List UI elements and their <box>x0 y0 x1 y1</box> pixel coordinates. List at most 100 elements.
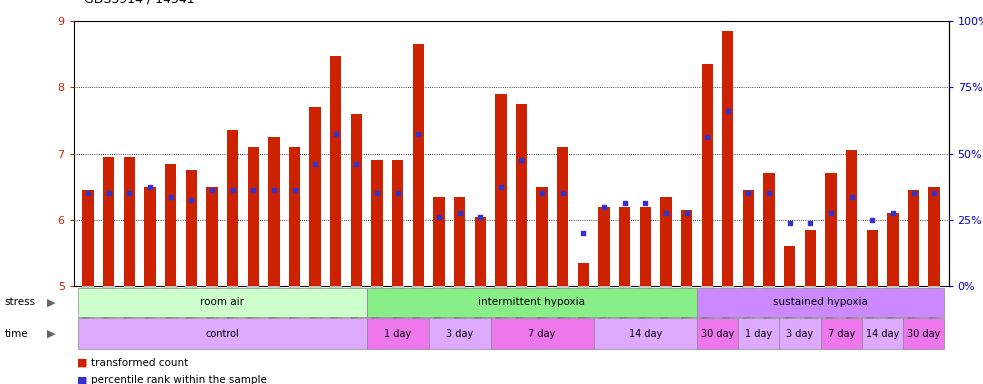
Text: control: control <box>205 329 239 339</box>
Point <box>823 210 838 216</box>
Bar <box>557 147 568 286</box>
Point <box>493 184 509 190</box>
Point <box>225 187 241 193</box>
Point <box>761 190 777 197</box>
Point <box>885 210 900 216</box>
Point <box>246 187 261 193</box>
Bar <box>124 157 135 286</box>
Point <box>926 190 942 197</box>
Bar <box>661 197 671 286</box>
Text: 14 day: 14 day <box>866 329 899 339</box>
Bar <box>908 190 919 286</box>
Bar <box>681 210 692 286</box>
Point <box>204 187 220 193</box>
Text: percentile rank within the sample: percentile rank within the sample <box>91 375 267 384</box>
Text: ▶: ▶ <box>47 297 56 308</box>
Point <box>411 131 427 137</box>
Bar <box>888 213 898 286</box>
Text: intermittent hypoxia: intermittent hypoxia <box>479 297 585 308</box>
Bar <box>330 56 341 286</box>
Point <box>513 157 529 163</box>
Bar <box>640 207 651 286</box>
Text: 7 day: 7 day <box>828 329 855 339</box>
Bar <box>764 174 775 286</box>
Text: 3 day: 3 day <box>446 329 473 339</box>
Bar <box>867 230 878 286</box>
Bar <box>743 190 754 286</box>
Point <box>905 190 921 197</box>
Bar <box>310 107 320 286</box>
Bar <box>392 160 403 286</box>
Bar <box>702 64 713 286</box>
Bar <box>903 318 945 349</box>
Point <box>554 190 570 197</box>
Text: 30 day: 30 day <box>907 329 941 339</box>
Text: stress: stress <box>5 297 36 308</box>
Bar <box>206 187 217 286</box>
Bar <box>594 318 697 349</box>
Point <box>452 210 468 216</box>
Text: room air: room air <box>201 297 245 308</box>
Point <box>81 190 96 197</box>
Point <box>143 184 158 190</box>
Text: transformed count: transformed count <box>91 358 189 368</box>
Bar <box>821 318 862 349</box>
Point <box>163 194 179 200</box>
Text: time: time <box>5 329 29 339</box>
Point <box>637 200 653 206</box>
Bar <box>697 288 945 317</box>
Bar <box>723 31 733 286</box>
Bar <box>145 187 155 286</box>
Bar <box>367 288 697 317</box>
Bar <box>165 164 176 286</box>
Point <box>308 161 323 167</box>
Bar <box>491 318 594 349</box>
Bar <box>248 147 259 286</box>
Text: 14 day: 14 day <box>629 329 662 339</box>
Point <box>781 220 797 226</box>
Point <box>432 214 447 220</box>
Point <box>596 204 611 210</box>
Point <box>184 197 200 203</box>
Bar <box>413 44 424 286</box>
Point <box>720 108 735 114</box>
Point <box>534 190 549 197</box>
Bar <box>846 150 857 286</box>
Bar <box>780 318 821 349</box>
Bar <box>697 318 738 349</box>
Text: GDS3914 / 14541: GDS3914 / 14541 <box>84 0 195 6</box>
Point <box>843 194 859 200</box>
Point <box>699 134 715 140</box>
Bar <box>495 94 506 286</box>
Bar <box>619 207 630 286</box>
Point <box>287 187 303 193</box>
Text: ▶: ▶ <box>47 329 56 339</box>
Point <box>658 210 673 216</box>
Bar <box>454 197 465 286</box>
Text: 1 day: 1 day <box>745 329 773 339</box>
Point <box>740 190 756 197</box>
Bar <box>351 114 362 286</box>
Text: 3 day: 3 day <box>786 329 814 339</box>
Bar <box>429 318 491 349</box>
Text: ■: ■ <box>77 358 87 368</box>
Bar <box>83 190 93 286</box>
Bar <box>826 174 837 286</box>
Text: 30 day: 30 day <box>701 329 734 339</box>
Text: 1 day: 1 day <box>384 329 411 339</box>
Bar <box>862 318 903 349</box>
Point <box>575 230 591 236</box>
Bar <box>186 170 197 286</box>
Point <box>101 190 117 197</box>
Point <box>390 190 406 197</box>
Text: 7 day: 7 day <box>529 329 555 339</box>
Text: sustained hypoxia: sustained hypoxia <box>774 297 868 308</box>
Bar <box>78 288 367 317</box>
Point <box>473 214 489 220</box>
Bar <box>268 137 279 286</box>
Point <box>349 161 365 167</box>
Bar <box>516 104 527 286</box>
Bar <box>929 187 940 286</box>
Text: ■: ■ <box>77 375 87 384</box>
Point <box>616 200 632 206</box>
